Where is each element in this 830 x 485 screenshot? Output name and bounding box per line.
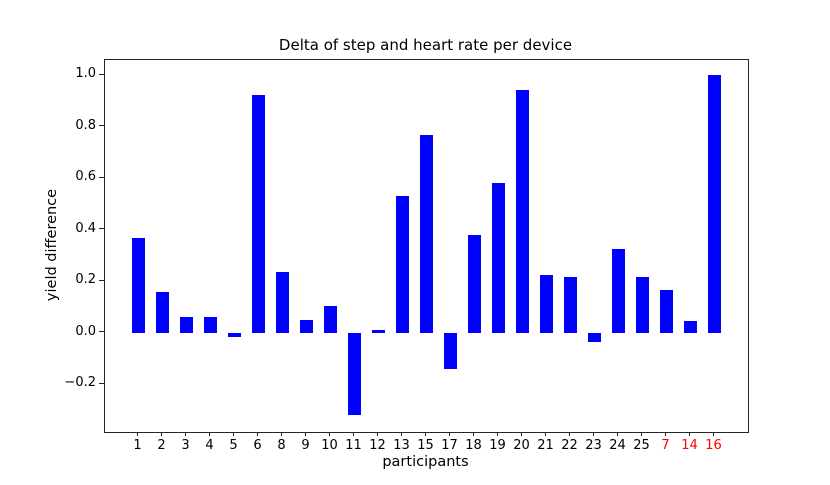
y-tick-mark (99, 176, 104, 178)
x-tick-mark (233, 432, 234, 436)
x-tick-mark (617, 432, 618, 436)
bar-participant-1 (132, 237, 145, 333)
y-tick-mark (99, 382, 104, 384)
x-tick-mark (329, 432, 330, 436)
x-tick-mark (521, 432, 522, 436)
bar-participant-8 (276, 272, 289, 333)
chart-title: Delta of step and heart rate per device (278, 36, 573, 54)
x-tick-label-23: 23 (585, 438, 602, 453)
x-tick-label-7: 7 (661, 438, 670, 453)
x-tick-label-24: 24 (609, 438, 626, 453)
x-tick-label-19: 19 (489, 438, 506, 453)
y-tick-label: 0.4 (75, 220, 96, 236)
bar-participant-2 (156, 291, 169, 333)
y-tick-label: −0.2 (64, 375, 96, 391)
bar-participant-25 (636, 277, 649, 333)
x-tick-label-5: 5 (229, 438, 238, 453)
x-tick-label-9: 9 (301, 438, 310, 453)
y-tick-mark (99, 331, 104, 333)
x-tick-label-3: 3 (181, 438, 190, 453)
x-tick-mark (641, 432, 642, 436)
bar-participant-19 (492, 183, 505, 333)
bar-participant-15 (420, 134, 433, 333)
bar-participant-17 (444, 332, 457, 369)
bar-participant-20 (516, 89, 529, 333)
y-tick-mark (99, 279, 104, 281)
x-tick-mark (713, 432, 714, 436)
x-tick-label-22: 22 (561, 438, 578, 453)
x-tick-mark (353, 432, 354, 436)
bar-participant-7 (660, 290, 673, 333)
y-tick-label: 1.0 (75, 66, 96, 82)
bar-participant-12 (372, 330, 385, 333)
bar-participant-10 (324, 305, 337, 333)
x-tick-mark (497, 432, 498, 436)
x-tick-mark (257, 432, 258, 436)
plot-area (104, 59, 749, 433)
x-tick-label-1: 1 (133, 438, 142, 453)
bar-participant-4 (204, 317, 217, 333)
bar-participant-22 (564, 277, 577, 333)
x-tick-mark (209, 432, 210, 436)
x-tick-label-17: 17 (441, 438, 458, 453)
bar-participant-5 (228, 332, 241, 337)
x-tick-mark (185, 432, 186, 436)
y-tick-mark (99, 125, 104, 127)
x-tick-mark (689, 432, 690, 436)
x-tick-mark (281, 432, 282, 436)
x-tick-label-13: 13 (393, 438, 410, 453)
y-tick-label: 0.2 (75, 272, 96, 288)
x-tick-mark (161, 432, 162, 436)
x-tick-label-8: 8 (277, 438, 286, 453)
x-tick-label-12: 12 (369, 438, 386, 453)
x-tick-mark (545, 432, 546, 436)
y-tick-mark (99, 73, 104, 75)
bar-participant-23 (588, 332, 601, 342)
bar-participant-18 (468, 234, 481, 333)
x-tick-label-10: 10 (321, 438, 338, 453)
x-tick-mark (473, 432, 474, 436)
bar-participant-16 (708, 75, 721, 333)
x-tick-label-25: 25 (633, 438, 650, 453)
y-tick-mark (99, 228, 104, 230)
x-tick-mark (569, 432, 570, 436)
y-tick-label: 0.0 (75, 323, 96, 339)
y-tick-label: 0.6 (75, 169, 96, 185)
x-tick-label-20: 20 (513, 438, 530, 453)
x-tick-label-18: 18 (465, 438, 482, 453)
bar-participant-24 (612, 249, 625, 333)
x-tick-label-16: 16 (705, 438, 722, 453)
bar-participant-21 (540, 274, 553, 333)
bar-participant-6 (252, 94, 265, 333)
bar-participant-14 (684, 321, 697, 333)
x-tick-label-11: 11 (345, 438, 362, 453)
x-tick-label-4: 4 (205, 438, 214, 453)
x-tick-label-15: 15 (417, 438, 434, 453)
x-tick-mark (377, 432, 378, 436)
bar-participant-9 (300, 319, 313, 333)
x-tick-mark (305, 432, 306, 436)
bar-participant-11 (348, 332, 361, 415)
x-tick-label-21: 21 (537, 438, 554, 453)
x-axis-label: participants (382, 454, 469, 470)
x-tick-mark (425, 432, 426, 436)
x-tick-mark (449, 432, 450, 436)
y-tick-label: 0.8 (75, 117, 96, 133)
x-tick-mark (593, 432, 594, 436)
bar-participant-13 (396, 196, 409, 333)
x-tick-mark (401, 432, 402, 436)
x-tick-mark (137, 432, 138, 436)
bar-participant-3 (180, 317, 193, 333)
x-tick-label-2: 2 (157, 438, 166, 453)
x-tick-label-14: 14 (681, 438, 698, 453)
x-tick-label-6: 6 (253, 438, 262, 453)
x-tick-mark (665, 432, 666, 436)
